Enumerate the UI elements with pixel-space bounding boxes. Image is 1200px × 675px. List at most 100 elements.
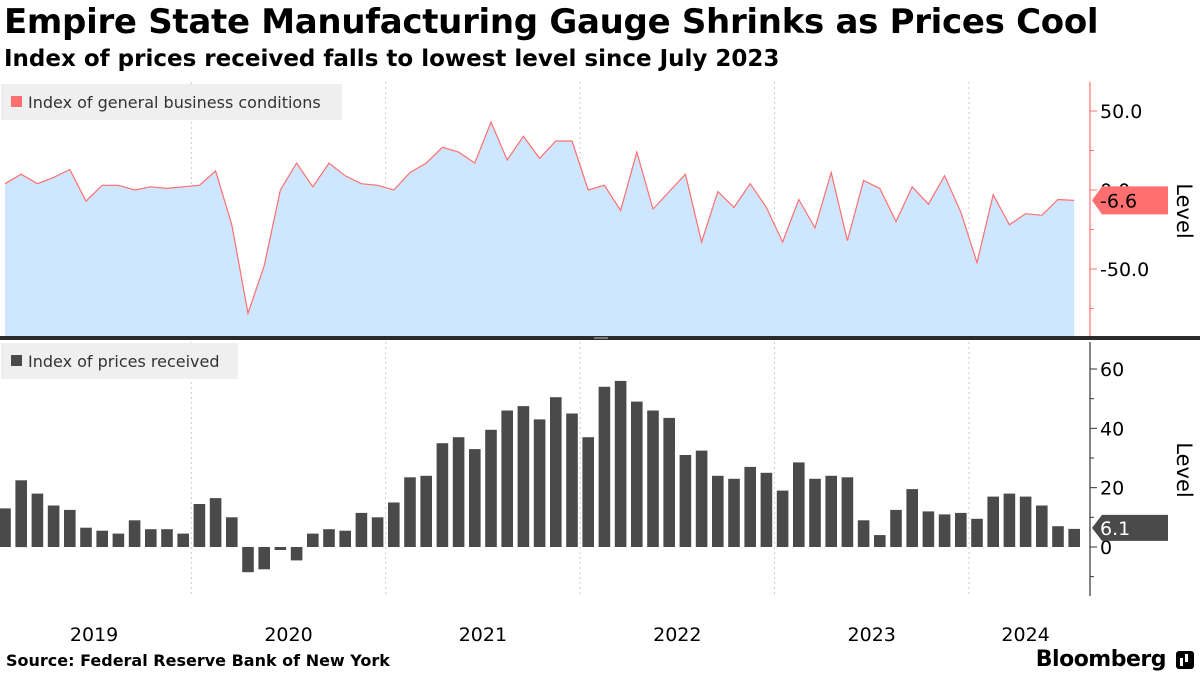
bar xyxy=(517,406,530,547)
legend-swatch xyxy=(11,355,22,366)
bar xyxy=(112,533,125,547)
bar xyxy=(339,530,351,547)
bar xyxy=(145,529,157,547)
y-tick-label: 20 xyxy=(1100,478,1124,500)
y-tick-label: 60 xyxy=(1100,359,1124,381)
bar xyxy=(404,477,416,547)
bar xyxy=(15,480,27,548)
bar xyxy=(274,547,287,550)
last-value-tag xyxy=(1092,514,1168,541)
x-tick-label: 2021 xyxy=(459,624,507,646)
bar xyxy=(485,429,497,547)
bar xyxy=(1068,528,1080,547)
bar xyxy=(809,478,821,547)
bar xyxy=(0,508,11,547)
bar xyxy=(533,419,546,547)
bar xyxy=(452,437,465,547)
y-axis-title: Level xyxy=(1172,183,1196,238)
bar xyxy=(371,517,384,547)
bar xyxy=(1036,505,1048,547)
bar xyxy=(744,466,756,547)
bar xyxy=(776,490,789,547)
bar xyxy=(890,509,902,547)
chart-title: Empire State Manufacturing Gauge Shrinks… xyxy=(4,2,1099,42)
area-fill xyxy=(5,122,1075,336)
bar xyxy=(242,547,254,573)
y-tick-label: -50.0 xyxy=(1100,259,1149,281)
bar xyxy=(64,509,76,547)
bar xyxy=(955,512,967,547)
bar xyxy=(96,530,108,547)
x-tick-label: 2019 xyxy=(70,624,118,646)
bar xyxy=(841,477,854,547)
axis-layer: 50.00.0-50.06040200LevelLevel-6.66.12019… xyxy=(0,82,1200,646)
bar xyxy=(307,533,319,547)
bar xyxy=(128,520,141,547)
bar xyxy=(1052,526,1064,547)
bar xyxy=(663,417,675,547)
legend-box xyxy=(1,84,342,120)
y-tick-label: 0 xyxy=(1100,537,1112,559)
x-tick-label: 2020 xyxy=(264,624,312,646)
bar xyxy=(647,410,659,547)
y-tick-label: 40 xyxy=(1100,418,1124,440)
bar xyxy=(679,455,692,547)
bar xyxy=(226,517,238,547)
bar xyxy=(436,443,449,547)
x-tick-label: 2022 xyxy=(653,624,701,646)
legend-swatch xyxy=(11,96,22,107)
bar xyxy=(209,498,222,547)
bar xyxy=(550,397,562,547)
bar xyxy=(1003,493,1016,547)
bar xyxy=(469,449,481,547)
bar xyxy=(323,529,335,547)
y-tick-label: 50.0 xyxy=(1100,101,1142,123)
bar xyxy=(874,535,886,547)
top-panel: Index of general business conditions xyxy=(1,84,1075,336)
bar xyxy=(922,511,935,547)
bar xyxy=(566,413,578,547)
bar xyxy=(825,475,837,547)
x-tick-label: 2023 xyxy=(848,624,896,646)
bar xyxy=(695,450,708,547)
bar xyxy=(793,462,805,547)
bar xyxy=(938,514,951,547)
bar xyxy=(1019,496,1032,547)
bar xyxy=(31,493,44,547)
last-value-label: -6.6 xyxy=(1100,190,1137,212)
bar xyxy=(728,478,740,547)
last-value-tag xyxy=(1092,186,1168,215)
bar xyxy=(857,520,870,547)
brand-logo: Bloomberg xyxy=(1035,647,1167,672)
bar xyxy=(582,437,594,547)
divider-handle-icon xyxy=(594,337,608,339)
y-axis-title: Level xyxy=(1172,442,1196,497)
bar xyxy=(177,533,189,547)
bottom-panel: Index of prices received xyxy=(0,343,1080,573)
bar xyxy=(614,380,627,547)
legend-label: Index of general business conditions xyxy=(28,93,321,112)
x-tick-label: 2024 xyxy=(1001,624,1049,646)
bar xyxy=(971,518,983,547)
bar xyxy=(258,547,270,570)
bar xyxy=(760,472,773,547)
bar xyxy=(80,527,92,547)
bar xyxy=(906,489,918,547)
chart-subtitle: Index of prices received falls to lowest… xyxy=(4,46,780,72)
bar xyxy=(987,496,999,547)
bar xyxy=(388,502,400,547)
bar xyxy=(420,475,432,547)
bar xyxy=(193,504,206,547)
bar xyxy=(712,475,724,547)
legend-box xyxy=(1,343,238,379)
bar xyxy=(631,401,643,547)
bar xyxy=(161,529,173,547)
legend-label: Index of prices received xyxy=(28,352,220,371)
last-value-label: 6.1 xyxy=(1100,518,1130,540)
bar xyxy=(290,547,303,561)
brand-mark-icon xyxy=(1176,651,1194,669)
bar xyxy=(47,505,60,547)
source-note: Source: Federal Reserve Bank of New York xyxy=(6,651,390,670)
bar xyxy=(598,386,611,547)
